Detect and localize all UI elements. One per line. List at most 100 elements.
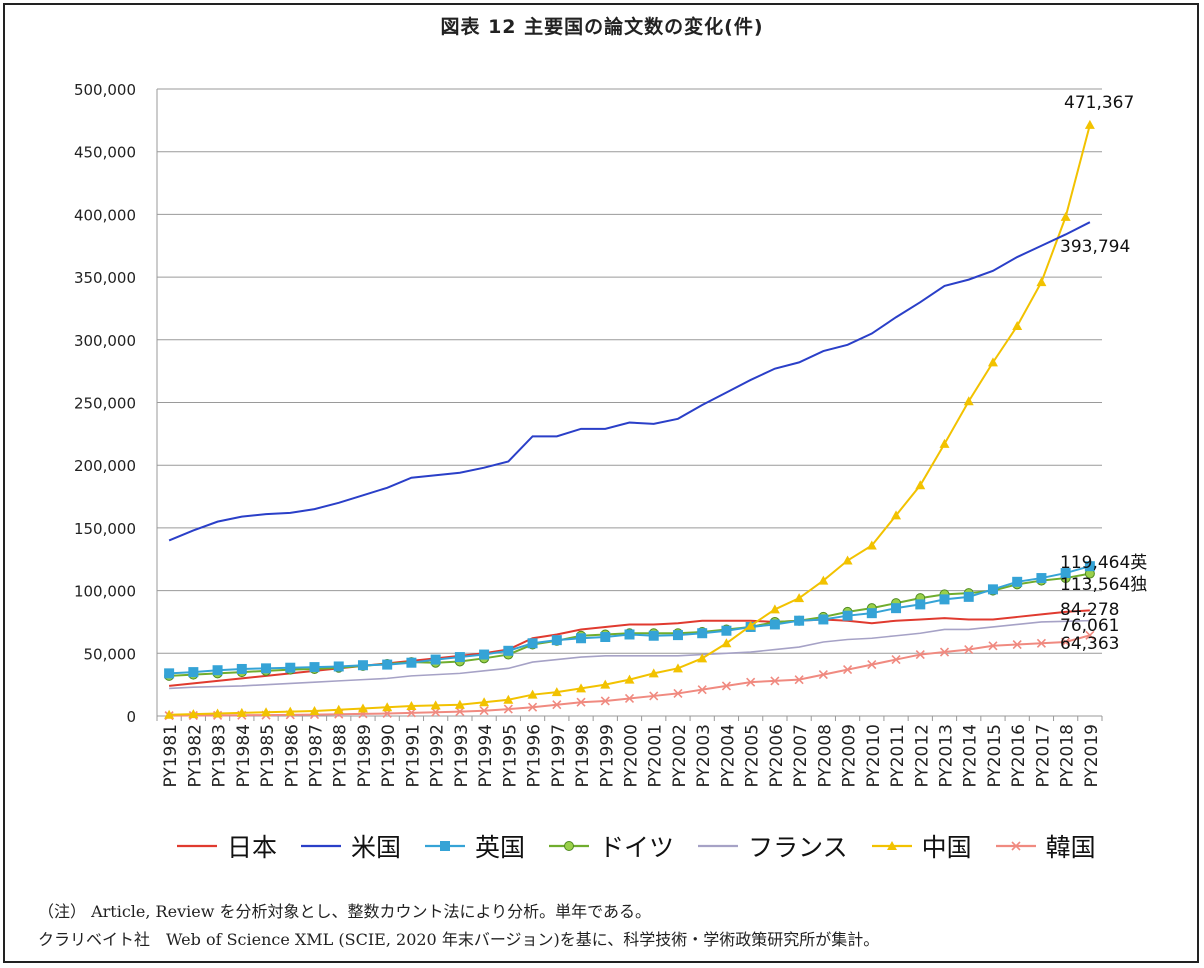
data-point xyxy=(236,663,247,674)
data-point xyxy=(697,685,707,695)
chart-title: 図表 12 主要国の論文数の変化(件) xyxy=(440,16,764,38)
data-point xyxy=(503,704,513,714)
x-tick-label: PY1984 xyxy=(234,724,254,788)
data-point xyxy=(406,700,417,710)
x-tick-label: PY1997 xyxy=(549,724,569,788)
legend-swatch xyxy=(871,841,912,850)
data-point xyxy=(963,396,974,406)
y-tick-label: 100,000 xyxy=(74,583,136,601)
y-tick-label: 0 xyxy=(126,708,136,726)
data-point xyxy=(188,667,199,678)
data-point xyxy=(333,661,344,672)
data-point xyxy=(357,660,368,671)
x-tick-label: PY1983 xyxy=(210,724,230,788)
note-line-2: クラリベイト社 Web of Science XML (SCIE, 2020 年… xyxy=(38,930,880,949)
data-point xyxy=(236,707,247,717)
data-point xyxy=(842,610,853,621)
data-point xyxy=(648,630,659,641)
data-point xyxy=(697,628,708,639)
data-point xyxy=(891,655,901,665)
legend-item: 英国 xyxy=(423,828,525,864)
y-tick-label: 150,000 xyxy=(74,520,136,538)
y-tick-label: 400,000 xyxy=(74,206,136,224)
series-1 xyxy=(168,221,1091,542)
data-point xyxy=(454,652,465,663)
data-point xyxy=(987,584,998,595)
data-point xyxy=(212,665,223,676)
x-tick-label: PY2004 xyxy=(718,724,738,788)
data-point xyxy=(212,708,223,718)
x-tick-label: PY2006 xyxy=(767,724,787,788)
legend-swatch xyxy=(425,841,466,851)
legend-marker xyxy=(1011,841,1021,851)
x-tick-label: PY1992 xyxy=(428,724,448,788)
data-point xyxy=(939,594,950,605)
x-tick-label: PY2009 xyxy=(840,724,860,788)
data-point xyxy=(673,688,683,698)
data-point xyxy=(891,603,902,614)
x-tick-label: PY1986 xyxy=(282,724,302,788)
x-tick-label: PY2003 xyxy=(694,724,714,788)
data-point xyxy=(430,654,441,665)
data-label: 64,363 xyxy=(1060,634,1119,654)
data-point xyxy=(1036,277,1047,287)
data-point xyxy=(866,608,877,619)
chart-notes: （注） Article, Review を分析対象とし、整数カウント法により分析… xyxy=(38,898,1178,954)
data-point xyxy=(769,619,780,630)
legend-label: 日本 xyxy=(227,833,278,862)
legend-item: フランス xyxy=(696,828,848,864)
data-point xyxy=(1060,568,1071,579)
data-point xyxy=(552,700,562,710)
legend-item: 日本 xyxy=(175,828,277,864)
data-point xyxy=(818,575,829,585)
y-tick-label: 300,000 xyxy=(74,332,136,350)
data-point xyxy=(745,620,756,630)
legend-swatch xyxy=(549,841,590,851)
data-point xyxy=(285,706,296,716)
x-tick-label: PY2001 xyxy=(646,724,666,788)
data-point xyxy=(818,670,828,680)
x-tick-label: PY2019 xyxy=(1082,724,1102,788)
x-tick-label: PY2008 xyxy=(815,724,835,788)
data-point xyxy=(455,707,465,717)
legend-label: 韓国 xyxy=(1045,833,1096,862)
legend-marker xyxy=(440,841,451,851)
data-point xyxy=(479,706,489,716)
x-tick-label: PY1993 xyxy=(452,724,472,788)
x-tick-label: PY1996 xyxy=(525,724,545,788)
data-label: 84,278 xyxy=(1060,600,1119,620)
data-point xyxy=(1036,638,1046,648)
data-point xyxy=(988,641,998,651)
series-0 xyxy=(169,609,1090,687)
data-point xyxy=(1012,576,1023,587)
data-label: 393,794 xyxy=(1060,237,1130,257)
series-line xyxy=(168,221,1091,542)
data-label: 113,564独 xyxy=(1060,575,1147,595)
x-tick-label: PY1985 xyxy=(258,724,278,788)
x-tick-label: PY1994 xyxy=(476,724,496,788)
legend-swatch xyxy=(301,844,342,848)
x-tick-label: PY1987 xyxy=(307,724,327,788)
data-point xyxy=(672,663,683,673)
data-point xyxy=(794,593,805,603)
data-point xyxy=(188,709,199,719)
x-tick-label: PY2018 xyxy=(1058,724,1078,788)
series-line xyxy=(169,619,1090,690)
data-point xyxy=(915,649,925,660)
data-point xyxy=(915,599,926,610)
legend-swatch xyxy=(995,841,1036,851)
data-point xyxy=(770,676,780,686)
x-tick-label: PY2010 xyxy=(864,724,884,788)
data-point xyxy=(721,638,732,648)
data-point xyxy=(164,668,175,679)
chart-frame xyxy=(3,3,1199,963)
x-tick-label: PY2014 xyxy=(961,724,981,788)
data-point xyxy=(867,660,877,670)
x-tick-label: PY1995 xyxy=(500,724,520,788)
data-point xyxy=(261,663,272,674)
data-point xyxy=(649,691,659,701)
data-point xyxy=(382,702,393,712)
legend-label: ドイツ xyxy=(599,833,675,862)
data-point xyxy=(1085,630,1095,640)
x-tick-label: PY1990 xyxy=(379,724,399,788)
